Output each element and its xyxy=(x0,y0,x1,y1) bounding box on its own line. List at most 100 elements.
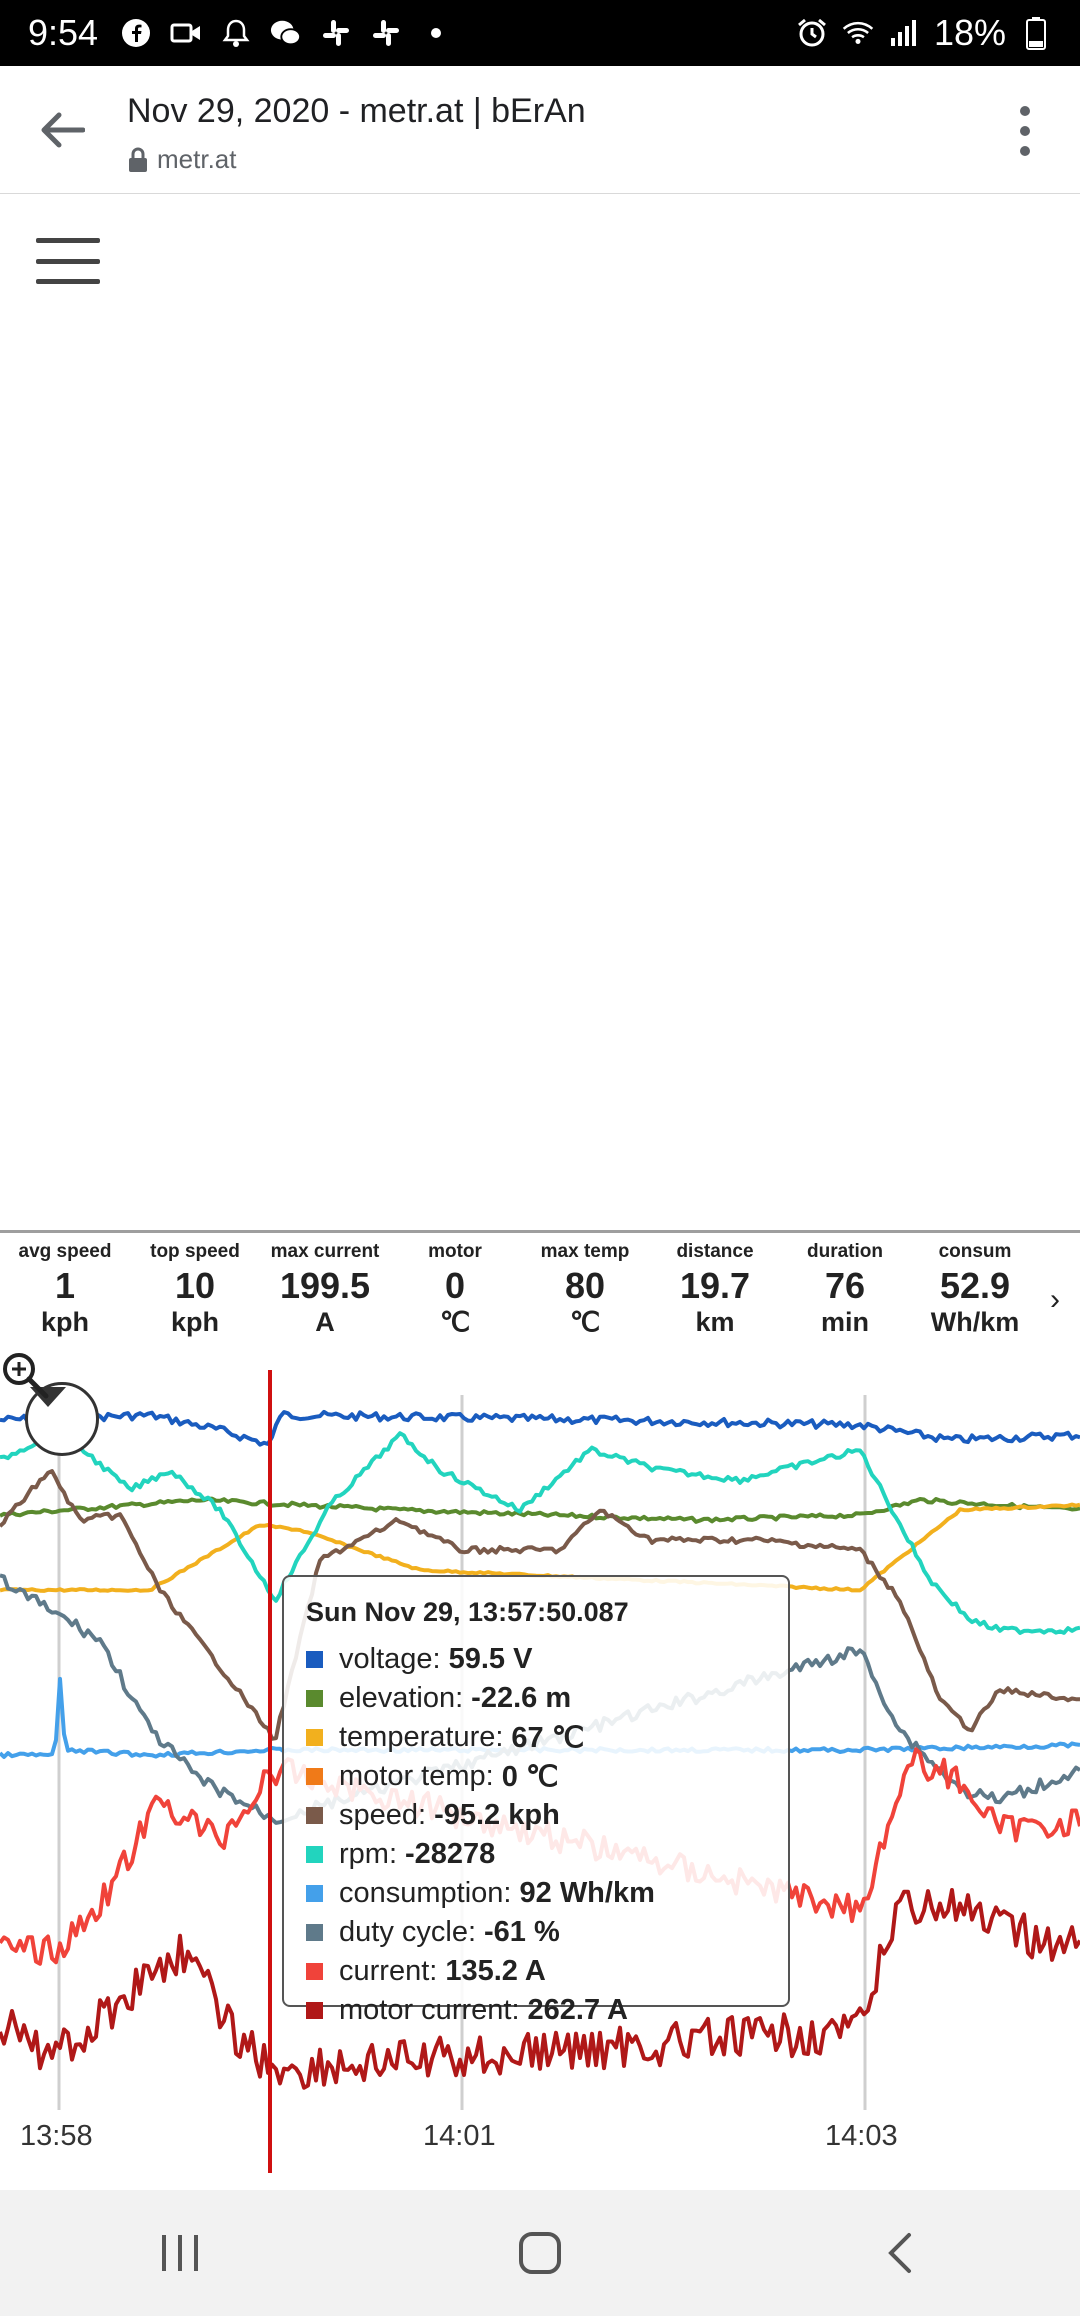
stat-avg-speed: avg speed 1 kph xyxy=(0,1233,130,1348)
tooltip-label: current: xyxy=(339,1955,438,1987)
home-icon xyxy=(519,2232,561,2274)
tooltip-value: -28278 xyxy=(405,1838,496,1870)
status-time: 9:54 xyxy=(28,12,99,53)
stat-unit: km xyxy=(695,1307,735,1337)
tooltip-row: duty cycle: -61 % xyxy=(306,1913,766,1952)
system-icons: 18% xyxy=(796,12,1052,54)
stat-value: 10 xyxy=(174,1265,216,1306)
arrow-left-icon xyxy=(41,112,85,148)
stat-max-temp: max temp 80 ℃ xyxy=(520,1233,650,1348)
x-tick-label: 14:03 xyxy=(825,2120,898,2152)
legend-swatch xyxy=(306,1729,323,1746)
chevron-left-icon xyxy=(888,2233,911,2273)
legend-swatch xyxy=(306,2002,323,2019)
tooltip-row: motor temp: 0 ℃ xyxy=(306,1757,766,1796)
system-back-button[interactable] xyxy=(840,2213,960,2293)
stat-unit: ℃ xyxy=(439,1307,471,1337)
tooltip-row: elevation: -22.6 m xyxy=(306,1679,766,1718)
hamburger-line xyxy=(36,279,100,284)
dot-icon xyxy=(1020,126,1030,136)
ride-stats: avg speed 1 kph top speed 10 kph max cur… xyxy=(0,1230,1080,1348)
tooltip-label: motor temp: xyxy=(339,1760,494,1792)
stat-unit: ℃ xyxy=(569,1307,601,1337)
tooltip-row: current: 135.2 A xyxy=(306,1952,766,1991)
page-title: Nov 29, 2020 - metr.at | bErAn xyxy=(127,92,586,130)
stat-label: max temp xyxy=(540,1241,630,1262)
hamburger-line xyxy=(36,238,100,243)
legend-swatch xyxy=(306,1690,323,1707)
wifi-icon xyxy=(842,17,874,49)
stats-next-button[interactable]: › xyxy=(1050,1283,1060,1316)
stat-unit: kph xyxy=(170,1307,219,1337)
tooltip-value: 0 ℃ xyxy=(501,1761,559,1793)
lock-icon xyxy=(129,147,147,172)
stat-unit: A xyxy=(315,1307,335,1337)
wechat-icon xyxy=(270,17,302,49)
x-tick-label: 14:01 xyxy=(423,2120,496,2152)
tooltip-header: Sun Nov 29, 13:57:50.087 xyxy=(306,1597,629,1627)
stat-label: consum xyxy=(938,1241,1012,1262)
tooltip-value: 67 ℃ xyxy=(511,1722,585,1754)
legend-swatch xyxy=(306,1963,323,1980)
system-nav-bar xyxy=(0,2190,1080,2316)
trace-elevation xyxy=(0,1496,1080,1524)
tooltip-row: temperature: 67 ℃ xyxy=(306,1718,766,1757)
home-button[interactable] xyxy=(480,2213,600,2293)
legend-swatch xyxy=(306,1651,323,1668)
facebook-icon xyxy=(120,17,152,49)
trace-motor-current xyxy=(0,1888,1080,2090)
status-bar: 9:54 18% xyxy=(0,0,1080,66)
stat-value: 1 xyxy=(54,1265,76,1306)
legend-swatch xyxy=(306,1846,323,1863)
more-options-button[interactable] xyxy=(1010,106,1040,156)
battery-icon xyxy=(1020,17,1052,50)
bell-icon xyxy=(220,17,252,49)
hamburger-menu-button[interactable] xyxy=(36,238,100,284)
stat-label: duration xyxy=(807,1241,883,1262)
stat-label: motor xyxy=(428,1241,482,1262)
chart-plot[interactable] xyxy=(0,1350,1080,2190)
tooltip-value: 92 Wh/km xyxy=(519,1877,655,1909)
stat-unit: min xyxy=(820,1307,869,1337)
stat-value: 52.9 xyxy=(939,1265,1011,1306)
stat-duration: duration 76 min xyxy=(780,1233,910,1348)
trace-voltage xyxy=(0,1409,1080,1447)
tooltip-row: consumption: 92 Wh/km xyxy=(306,1874,766,1913)
stat-label: avg speed xyxy=(18,1241,112,1262)
back-button[interactable] xyxy=(32,104,92,156)
collapse-button[interactable] xyxy=(25,1382,99,1456)
tooltip-label: temperature: xyxy=(339,1721,504,1753)
alarm-icon xyxy=(796,17,828,49)
tooltip-label: voltage: xyxy=(339,1643,441,1675)
url-row[interactable]: metr.at xyxy=(127,144,236,175)
stat-value: 80 xyxy=(564,1265,606,1306)
zoom-in-icon[interactable] xyxy=(0,1350,50,1400)
signal-icon xyxy=(888,17,920,49)
stat-distance: distance 19.7 km xyxy=(650,1233,780,1348)
stat-label: max current xyxy=(270,1241,380,1262)
legend-swatch xyxy=(306,1807,323,1824)
tooltip-label: speed: xyxy=(339,1799,427,1831)
legend-swatch xyxy=(306,1768,323,1785)
stat-label: top speed xyxy=(150,1241,240,1262)
tooltip-value: -61 % xyxy=(484,1916,560,1948)
trace-speed xyxy=(0,1469,1080,1741)
tooltip-label: motor current: xyxy=(339,1994,520,2026)
stat-top-speed: top speed 10 kph xyxy=(130,1233,260,1348)
tooltip-label: duty cycle: xyxy=(339,1916,476,1948)
dot-icon xyxy=(1020,146,1030,156)
tooltip-value: -95.2 kph xyxy=(434,1799,560,1831)
slack-icon xyxy=(320,17,352,49)
notification-icons xyxy=(120,17,452,49)
stat-value: 19.7 xyxy=(679,1265,751,1306)
tooltip-value: 59.5 V xyxy=(448,1643,533,1675)
stat-consumption: consum 52.9 Wh/km xyxy=(910,1233,1040,1348)
tooltip-value: 135.2 A xyxy=(445,1955,546,1987)
tooltip-row: voltage: 59.5 V xyxy=(306,1640,766,1679)
browser-toolbar: Nov 29, 2020 - metr.at | bErAn metr.at xyxy=(0,66,1080,194)
tooltip-value: -22.6 m xyxy=(471,1682,572,1714)
stat-unit: kph xyxy=(40,1307,89,1337)
recent-apps-button[interactable] xyxy=(120,2213,240,2293)
